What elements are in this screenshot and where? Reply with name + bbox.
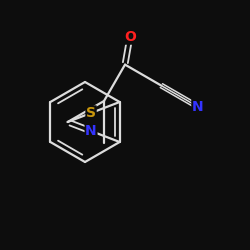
Text: N: N: [192, 100, 203, 114]
Text: S: S: [86, 106, 96, 120]
Text: N: N: [85, 124, 97, 138]
Text: O: O: [124, 30, 136, 44]
